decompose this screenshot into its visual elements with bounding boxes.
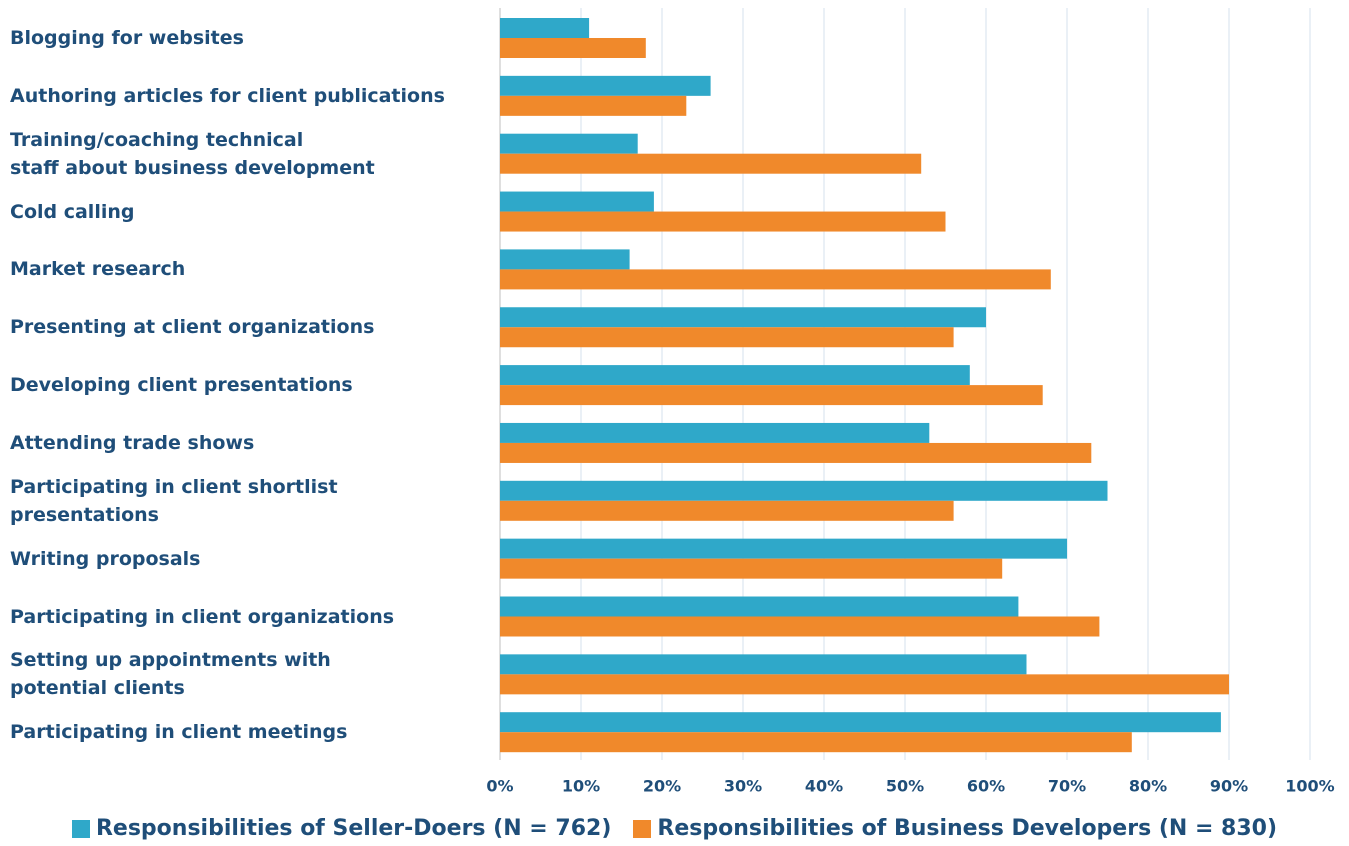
- bar: [500, 674, 1229, 695]
- bar: [500, 133, 638, 154]
- legend-item: Responsibilities of Business Developers …: [633, 816, 1277, 841]
- bar: [500, 480, 1108, 501]
- bar: [500, 191, 654, 212]
- category-label: Cold calling: [10, 200, 135, 223]
- x-tick-label: 10%: [562, 777, 600, 796]
- category-label: Blogging for websites: [10, 27, 244, 49]
- x-tick-label: 100%: [1285, 777, 1334, 796]
- category-label: Participating in client meetings: [10, 721, 348, 744]
- category-label: Training/coaching technical staff about …: [10, 128, 375, 179]
- x-tick-label: 40%: [805, 777, 843, 796]
- x-tick-label: 60%: [967, 777, 1005, 796]
- bar: [500, 18, 590, 38]
- bar: [500, 712, 1221, 733]
- x-tick-label: 20%: [643, 777, 681, 796]
- x-tick-label: 30%: [724, 777, 762, 796]
- category-label: Writing proposals: [10, 547, 201, 570]
- bar: [500, 211, 946, 232]
- bar: [500, 558, 1003, 579]
- bar: [500, 442, 1092, 463]
- bar: [500, 307, 986, 328]
- category-label: Authoring articles for client publicatio…: [10, 84, 445, 107]
- legend-label: Responsibilities of Seller-Doers (N = 76…: [95, 816, 612, 841]
- category-label: Participating in client organizations: [10, 605, 395, 628]
- legend-swatch: [71, 819, 90, 838]
- bar: [500, 616, 1100, 637]
- bar: [500, 327, 954, 348]
- bar: [500, 538, 1067, 559]
- category-label: Presenting at client organizations: [10, 316, 375, 339]
- category-label: Market research: [10, 258, 186, 281]
- x-tick-label: 80%: [1129, 777, 1167, 796]
- legend: Responsibilities of Seller-Doers (N = 76…: [0, 816, 1349, 841]
- category-label: Developing client presentations: [10, 374, 353, 397]
- x-tick-label: 90%: [1210, 777, 1248, 796]
- bar: [500, 153, 922, 174]
- bar: [500, 500, 954, 521]
- bar: [500, 365, 970, 386]
- x-tick-label: 70%: [1048, 777, 1086, 796]
- bar: [500, 654, 1027, 675]
- category-label: Setting up appointments with potential c…: [10, 649, 331, 700]
- bar: [500, 422, 930, 443]
- legend-swatch: [633, 819, 652, 838]
- category-label: Attending trade shows: [10, 431, 255, 454]
- legend-item: Responsibilities of Seller-Doers (N = 76…: [71, 816, 612, 841]
- bar: [500, 38, 646, 58]
- x-tick-label: 0%: [486, 777, 513, 796]
- category-label: Participating in client shortlist presen…: [10, 475, 338, 526]
- bar: [500, 596, 1019, 617]
- bar: [500, 385, 1043, 406]
- x-tick-label: 50%: [886, 777, 924, 796]
- legend-label: Responsibilities of Business Developers …: [657, 816, 1278, 841]
- bar: [500, 269, 1051, 290]
- bar: [500, 75, 711, 96]
- bar: [500, 249, 630, 270]
- bar: [500, 95, 687, 116]
- bar: [500, 732, 1132, 753]
